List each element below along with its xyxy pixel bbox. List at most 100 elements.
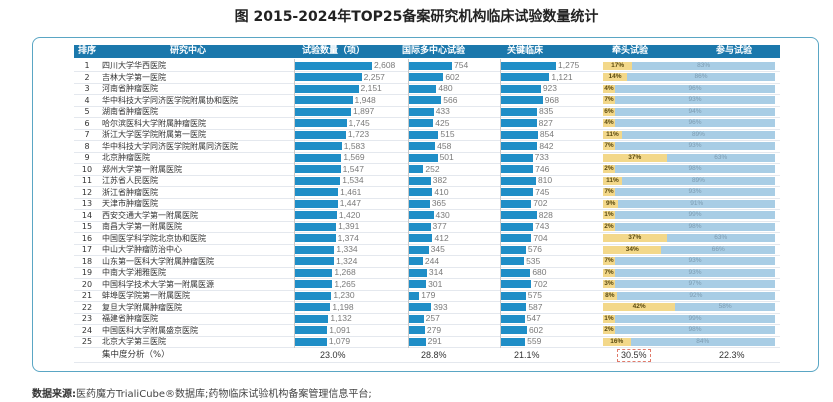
rank-cell: 5 (84, 107, 90, 116)
intl-value: 515 (440, 129, 455, 139)
intl-bar (409, 234, 433, 242)
trials-value: 1,079 (328, 336, 351, 346)
key-value: 854 (539, 129, 555, 139)
intl-value: 501 (439, 152, 454, 162)
table-row: 21 蚌埠医学院第一附属医院 1,230 179 575 8% 92% (74, 290, 780, 302)
rank-cell: 9 (84, 153, 90, 162)
center-name: 吉林大学第一医院 (102, 72, 166, 82)
key-bar (501, 234, 532, 242)
row-divider (74, 140, 780, 141)
key-bar (501, 107, 538, 116)
participate-bar: 63% (666, 153, 775, 162)
center-name: 四川大学华西医院 (102, 61, 166, 70)
intl-value: 566 (443, 94, 458, 105)
center-name: 华中科技大学同济医学院附属同济医院 (102, 141, 238, 151)
intl-bar (409, 119, 434, 127)
row-divider (74, 301, 780, 302)
row-divider (74, 186, 780, 187)
intl-value: 480 (438, 83, 453, 93)
center-name: 北京肿瘤医院 (102, 153, 150, 162)
key-axis (500, 59, 501, 348)
trials-bar (295, 73, 362, 81)
participate-bar: 93% (615, 257, 775, 265)
summary-row: 集中度分析（%） 23.0% 28.8% 21.1% 30.5% 22.3% (74, 349, 780, 363)
participate-bar: 92% (616, 291, 775, 300)
table-row: 19 中南大学湘雅医院 1,268 314 680 7% 93% (74, 267, 780, 279)
intl-bar (409, 326, 425, 334)
intl-bar (409, 153, 438, 162)
key-bar (501, 96, 543, 104)
center-name: 复旦大学附属肿瘤医院 (102, 302, 182, 312)
key-value: 745 (535, 186, 550, 197)
row-divider (74, 209, 780, 210)
participate-bar: 89% (621, 176, 775, 185)
key-bar (501, 165, 534, 173)
row-divider (74, 255, 780, 256)
trials-bar (295, 176, 341, 185)
lead-bar: 14% (603, 73, 628, 81)
key-value: 702 (533, 278, 548, 289)
row-divider (74, 94, 780, 95)
center-name: 蚌埠医学院第一附属医院 (102, 291, 190, 300)
row-divider (74, 243, 780, 245)
trials-bar (295, 280, 333, 288)
key-bar (501, 211, 537, 219)
intl-bar (409, 337, 426, 346)
row-divider (74, 82, 780, 84)
table-row: 8 华中科技大学同济医学院附属同济医院 1,583 458 842 7% 93% (74, 140, 780, 153)
summary-lead: 30.5% (617, 349, 651, 362)
participate-bar: 96% (615, 84, 775, 93)
participate-bar: 97% (615, 280, 775, 288)
intl-value: 412 (434, 232, 449, 243)
key-bar (501, 268, 531, 277)
lead-bar: 6% (603, 107, 615, 116)
key-bar (501, 280, 532, 288)
center-name: 浙江省肿瘤医院 (102, 187, 158, 197)
key-value: 828 (538, 209, 553, 220)
trials-bar (295, 326, 328, 334)
summary-participate: 22.3% (719, 350, 745, 360)
center-name: 中南大学湘雅医院 (102, 268, 166, 277)
trials-axis (294, 59, 295, 348)
trials-value: 1,569 (343, 152, 365, 162)
key-bar (501, 326, 527, 334)
trials-bar (295, 268, 333, 277)
rank-cell: 14 (81, 210, 93, 220)
header-trials: 试验数量（项） (302, 46, 366, 56)
row-divider (74, 289, 780, 291)
key-value: 733 (534, 152, 549, 162)
intl-value: 458 (437, 140, 452, 151)
source-text: 医药魔方TrialiCube®数据库;药物临床试验机构备案管理信息平台; (76, 389, 372, 400)
trials-value: 1,132 (330, 313, 352, 323)
center-name: 天津市肿瘤医院 (102, 199, 158, 208)
intl-value: 410 (434, 186, 449, 197)
trials-bar (295, 153, 342, 162)
lead-bar: 11% (603, 176, 622, 185)
lead-bar: 8% (603, 291, 617, 300)
trials-bar (295, 107, 351, 116)
trials-bar (295, 119, 347, 127)
key-bar (501, 291, 526, 300)
rank-cell: 17 (81, 245, 93, 254)
key-bar (501, 245, 526, 254)
participate-bar: 99% (615, 314, 775, 323)
participate-bar: 66% (661, 245, 775, 254)
trials-bar (295, 291, 332, 300)
center-name: 中山大学肿瘤防治中心 (102, 245, 182, 254)
data-source: 数据来源:医药魔方TrialiCube®数据库;药物临床试验机构备案管理信息平台… (32, 385, 372, 400)
intl-value: 602 (445, 71, 460, 82)
lead-bar: 42% (603, 303, 676, 311)
intl-bar (409, 268, 427, 277)
key-value: 923 (542, 83, 557, 93)
trials-bar (295, 337, 327, 346)
intl-bar (409, 188, 433, 196)
center-name: 北京大学第三医院 (102, 337, 166, 346)
rank-cell: 7 (84, 130, 90, 139)
row-divider (74, 71, 780, 72)
table-row: 17 中山大学肿瘤防治中心 1,334 345 576 34% 66% (74, 244, 780, 256)
lead-bar: 1% (603, 211, 615, 219)
rank-cell: 15 (81, 222, 93, 231)
intl-value: 179 (421, 290, 436, 300)
center-name: 郑州大学第一附属医院 (102, 164, 182, 174)
lead-bar: 2% (603, 165, 615, 173)
